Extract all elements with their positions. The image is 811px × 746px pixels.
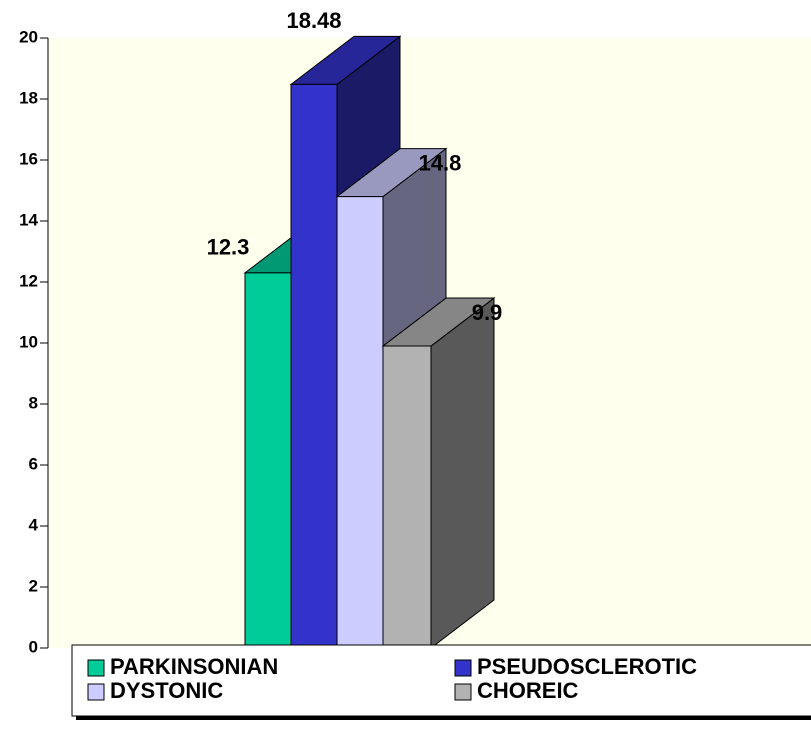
legend-swatch xyxy=(87,683,105,701)
value-label: 12.3 xyxy=(207,235,250,260)
value-label: 9.9 xyxy=(472,300,503,325)
bar-side xyxy=(430,297,495,650)
legend-label: PARKINSONIAN xyxy=(110,654,278,679)
bar xyxy=(381,297,496,650)
y-tick-label: 16 xyxy=(19,149,38,168)
legend-label: DYSTONIC xyxy=(110,678,223,703)
legend-label: PSEUDOSCLEROTIC xyxy=(477,654,697,679)
bar-front xyxy=(290,83,338,649)
value-label: 14.8 xyxy=(419,150,462,175)
legend-box xyxy=(71,644,811,717)
y-tick-label: 10 xyxy=(19,332,38,351)
y-tick-label: 12 xyxy=(19,271,38,290)
y-tick-label: 8 xyxy=(29,393,38,412)
legend-swatch xyxy=(87,659,105,677)
bar-front xyxy=(382,345,432,649)
y-tick-label: 4 xyxy=(29,515,39,534)
y-tick-label: 6 xyxy=(29,454,38,473)
y-tick-label: 2 xyxy=(29,576,38,595)
legend-swatch xyxy=(454,683,472,701)
bar-front xyxy=(244,272,292,649)
legend-label: CHOREIC xyxy=(477,678,579,703)
y-tick-label: 0 xyxy=(29,637,38,656)
y-tick-label: 20 xyxy=(19,27,38,46)
bar-front xyxy=(336,196,384,649)
y-tick-label: 14 xyxy=(19,210,38,229)
legend-swatch xyxy=(454,659,472,677)
value-label: 18.48 xyxy=(286,8,341,33)
y-tick-label: 18 xyxy=(19,88,38,107)
